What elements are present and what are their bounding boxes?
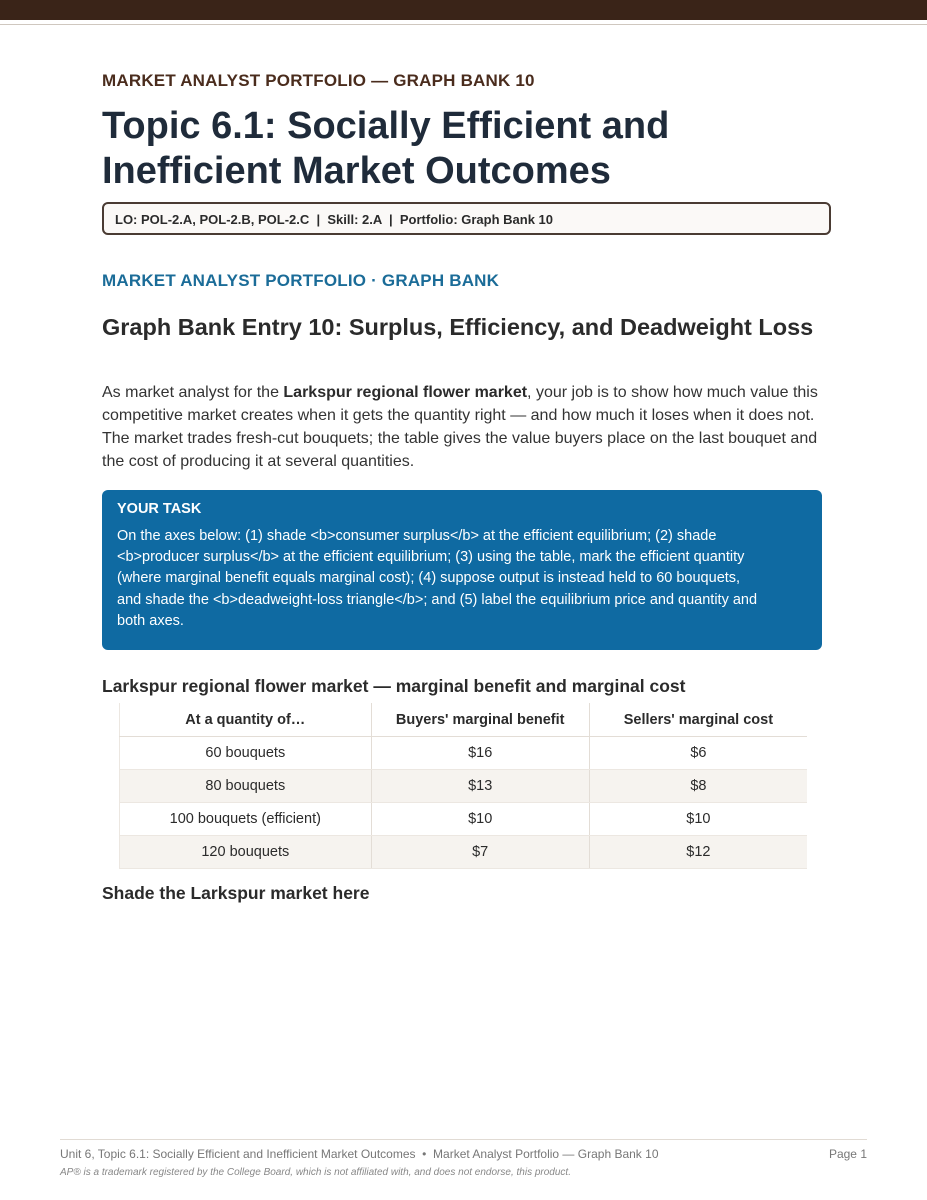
entry-title: Graph Bank Entry 10: Surplus, Efficiency… [102,314,814,340]
page-number: Page 1 [828,1147,867,1161]
trademark-note: AP® is a trademark registered by the Col… [60,1167,571,1178]
top-banner-bar [0,0,927,20]
learning-objectives-text: LO: POL-2.A, POL-2.B, POL-2.C | Skill: 2… [115,212,554,227]
table-title: Larkspur regional flower market — margin… [102,676,686,696]
table-row: 80 bouquets $13 $8 [119,769,807,803]
portfolio-eyebrow: MARKET ANALYST PORTFOLIO — GRAPH BANK 10 [102,71,535,90]
cell-quantity: 120 bouquets [119,835,372,869]
cell-marginal-cost: $10 [589,802,807,836]
table-row: 60 bouquets $16 $6 [119,736,807,770]
task-box: YOUR TASK On the axes below: (1) shade <… [102,490,822,650]
header-marginal-cost: Sellers' marginal cost [589,703,807,737]
cell-marginal-cost: $12 [589,835,807,869]
cell-marginal-cost: $6 [589,736,807,770]
task-label: YOUR TASK [117,501,202,517]
cell-quantity: 100 bouquets (efficient) [119,802,372,836]
cell-marginal-benefit: $13 [371,769,590,803]
top-divider [0,24,927,25]
table-row: 120 bouquets $7 $12 [119,835,807,869]
footer-divider [60,1139,867,1140]
mb-mc-table: At a quantity of… Buyers' marginal benef… [119,703,807,869]
intro-paragraph: As market analyst for the Larkspur regio… [102,381,833,473]
cell-quantity: 60 bouquets [119,736,372,770]
table-row: 100 bouquets (efficient) $10 $10 [119,802,807,836]
cell-quantity: 80 bouquets [119,769,372,803]
header-quantity: At a quantity of… [119,703,372,737]
intro-text-start: As market analyst for the [102,384,284,401]
footer-text: Unit 6, Topic 6.1: Socially Efficient an… [60,1147,659,1161]
intro-text-end: , your job is to show how much value thi… [102,384,818,470]
table-header-row: At a quantity of… Buyers' marginal benef… [119,703,807,737]
page-title: Topic 6.1: Socially Efficient and Ineffi… [102,105,670,192]
task-instructions: On the axes below: (1) shade <b>consumer… [117,528,758,629]
market-name: Larkspur regional flower market [283,384,528,401]
header-marginal-benefit: Buyers' marginal benefit [371,703,590,737]
learning-objectives-box: LO: POL-2.A, POL-2.B, POL-2.C | Skill: 2… [102,202,831,235]
cell-marginal-benefit: $10 [371,802,590,836]
cell-marginal-benefit: $7 [371,835,590,869]
cell-marginal-benefit: $16 [371,736,590,770]
section-label: MARKET ANALYST PORTFOLIO · GRAPH BANK [102,271,500,290]
cell-marginal-cost: $8 [589,769,807,803]
graph-area-label: Shade the Larkspur market here [102,883,370,903]
